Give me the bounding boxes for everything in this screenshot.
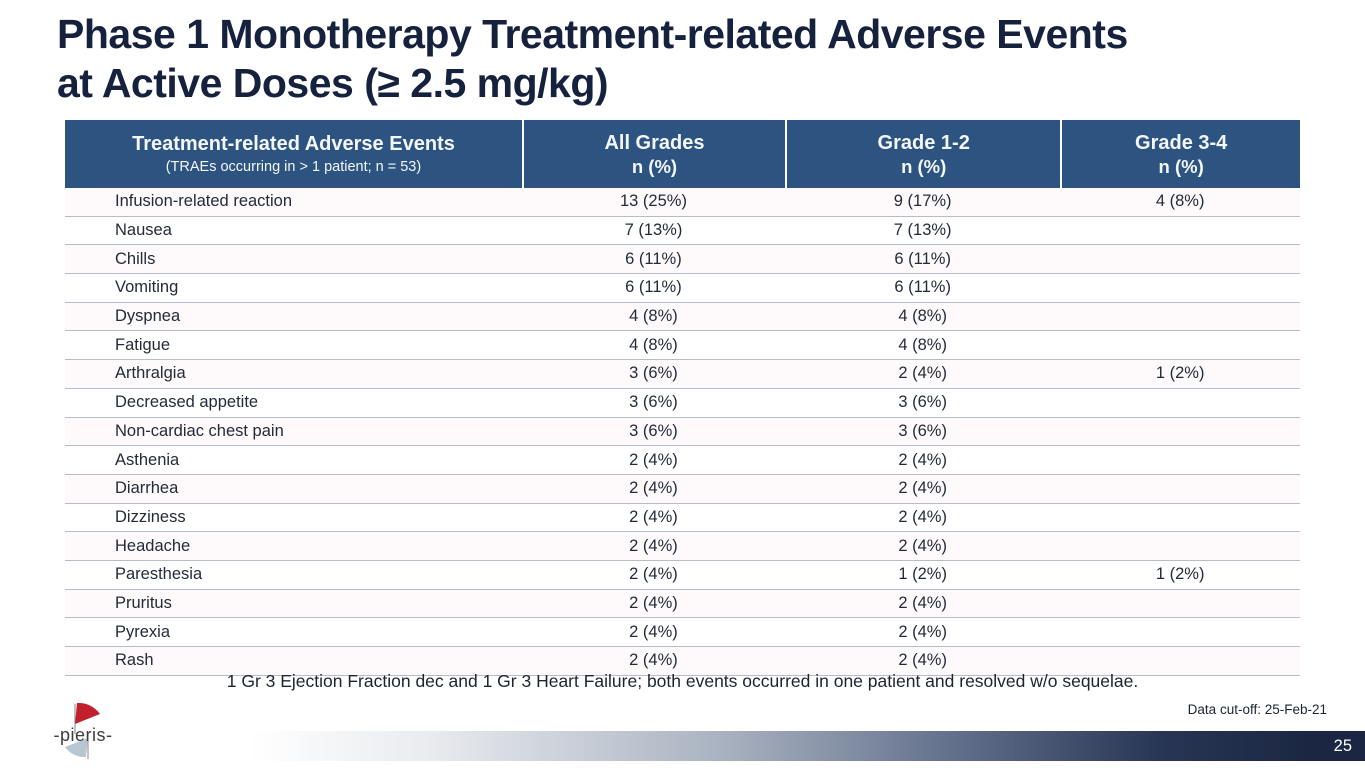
event-name-cell: Infusion-related reaction bbox=[115, 192, 293, 211]
event-name-cell: Headache bbox=[115, 536, 191, 555]
column-header-grade-1-2: Grade 1-2 n (%) bbox=[784, 120, 1060, 188]
table-row: Dizziness 2 (4%) 2 (4%) bbox=[65, 504, 1300, 533]
table-row: Non-cardiac chest pain 3 (6%) 3 (6%) bbox=[65, 417, 1300, 447]
value-cell: 2 (4%) bbox=[898, 450, 947, 469]
value-cell: 2 (4%) bbox=[898, 593, 947, 612]
event-name-cell: Non-cardiac chest pain bbox=[115, 421, 284, 440]
value-cell: 2 (4%) bbox=[898, 507, 947, 526]
value-cell: 2 (4%) bbox=[629, 593, 678, 612]
pieris-logo: -pieris- bbox=[53, 702, 112, 759]
title-line-2: at Active Doses (≥ 2.5 mg/kg) bbox=[57, 60, 609, 106]
value-cell: 7 (13%) bbox=[624, 221, 683, 240]
event-name-cell: Rash bbox=[115, 651, 154, 670]
table-row: Rash 2 (4%) 2 (4%) bbox=[65, 647, 1300, 676]
logo-blue-wedge-icon bbox=[65, 738, 88, 758]
table-row: Decreased appetite 3 (6%) 3 (6%) bbox=[65, 389, 1300, 418]
table-row: Chills 6 (11%) 6 (11%) bbox=[65, 245, 1300, 275]
value-cell: 4 (8%) bbox=[629, 307, 678, 326]
footnote: 1 Gr 3 Ejection Fraction dec and 1 Gr 3 … bbox=[226, 671, 1139, 691]
event-name-cell: Decreased appetite bbox=[115, 393, 259, 412]
value-cell: 2 (4%) bbox=[898, 364, 947, 383]
value-cell: 3 (6%) bbox=[629, 393, 678, 412]
value-cell: 6 (11%) bbox=[894, 249, 951, 268]
column-title: Treatment-related Adverse Events bbox=[132, 133, 455, 155]
event-name-cell: Arthralgia bbox=[115, 364, 186, 383]
value-cell: 3 (6%) bbox=[898, 393, 947, 412]
value-cell: 9 (17%) bbox=[893, 192, 952, 211]
column-subtitle: n (%) bbox=[1158, 155, 1204, 177]
value-cell: 2 (4%) bbox=[898, 651, 947, 670]
table-row: Pruritus 2 (4%) 2 (4%) bbox=[65, 589, 1300, 619]
value-cell: 6 (11%) bbox=[625, 249, 682, 268]
value-cell: 2 (4%) bbox=[629, 651, 678, 670]
event-name-cell: Dizziness bbox=[115, 507, 186, 526]
table-body: Infusion-related reaction 13 (25%) 9 (17%)… bbox=[65, 188, 1300, 676]
event-name-cell: Dyspnea bbox=[115, 307, 181, 326]
column-header-adverse-events: Treatment-related Adverse Events (TRAEs … bbox=[65, 120, 522, 188]
value-cell: 1 (2%) bbox=[898, 565, 947, 584]
table-row: Arthralgia 3 (6%) 2 (4%) 1 (2%) bbox=[65, 360, 1300, 389]
value-cell: 4 (8%) bbox=[898, 335, 947, 354]
value-cell: 1 (2%) bbox=[1155, 565, 1205, 584]
column-subtitle: n (%) bbox=[901, 155, 947, 177]
value-cell: 7 (13%) bbox=[893, 221, 952, 240]
logo-red-wedge-icon bbox=[75, 702, 100, 724]
event-name-cell: Nausea bbox=[115, 221, 172, 240]
value-cell: 13 (25%) bbox=[619, 192, 687, 211]
column-header-grade-3-4: Grade 3-4 n (%) bbox=[1060, 120, 1300, 188]
event-name-cell: Pruritus bbox=[115, 593, 172, 612]
value-cell: 2 (4%) bbox=[629, 507, 678, 526]
column-title: Grade 3-4 bbox=[1135, 131, 1228, 154]
value-cell: 2 (4%) bbox=[629, 479, 678, 498]
value-cell: 4 (8%) bbox=[1155, 192, 1205, 211]
column-title: All Grades bbox=[604, 131, 705, 154]
table-row: Diarrhea 2 (4%) 2 (4%) bbox=[65, 474, 1300, 504]
value-cell: 6 (11%) bbox=[894, 278, 951, 297]
value-cell: 2 (4%) bbox=[898, 479, 947, 498]
value-cell: 2 (4%) bbox=[629, 450, 678, 469]
footer-gradient-bar: 25 bbox=[250, 731, 1365, 761]
table-header-row: Treatment-related Adverse Events (TRAEs … bbox=[65, 120, 1300, 188]
value-cell: 4 (8%) bbox=[898, 307, 947, 326]
event-name-cell: Paresthesia bbox=[115, 565, 203, 584]
column-subtitle: n (%) bbox=[631, 155, 678, 177]
event-name-cell: Vomiting bbox=[115, 278, 179, 297]
value-cell: 3 (6%) bbox=[629, 364, 678, 383]
event-name-cell: Diarrhea bbox=[115, 479, 179, 498]
value-cell: 2 (4%) bbox=[629, 565, 678, 584]
table-row: Nausea 7 (13%) 7 (13%) bbox=[65, 217, 1300, 246]
value-cell: 3 (6%) bbox=[898, 421, 947, 440]
logo-wordmark: -pieris- bbox=[53, 725, 112, 745]
title-line-1: Phase 1 Monotherapy Treatment-related Ad… bbox=[57, 11, 1128, 57]
event-name-cell: Chills bbox=[115, 249, 156, 268]
event-name-cell: Pyrexia bbox=[115, 622, 171, 641]
value-cell: 2 (4%) bbox=[629, 536, 678, 555]
column-header-all-grades: All Grades n (%) bbox=[521, 120, 785, 188]
value-cell: 4 (8%) bbox=[629, 335, 678, 354]
column-subtitle: (TRAEs occurring in > 1 patient; n = 53) bbox=[165, 159, 422, 175]
table-row: Fatigue 4 (8%) 4 (8%) bbox=[65, 331, 1300, 361]
table-row: Paresthesia 2 (4%) 1 (2%) 1 (2%) bbox=[65, 561, 1300, 590]
adverse-events-table: Treatment-related Adverse Events (TRAEs … bbox=[65, 120, 1300, 676]
page-title: Phase 1 Monotherapy Treatment-related Ad… bbox=[57, 10, 1317, 108]
value-cell: 2 (4%) bbox=[629, 622, 678, 641]
value-cell: 2 (4%) bbox=[898, 622, 947, 641]
value-cell: 1 (2%) bbox=[1155, 364, 1205, 383]
value-cell: 6 (11%) bbox=[625, 278, 682, 297]
data-cutoff-label: Data cut-off: 25-Feb-21 bbox=[1187, 702, 1327, 717]
table-row: Pyrexia 2 (4%) 2 (4%) bbox=[65, 618, 1300, 647]
table-row: Vomiting 6 (11%) 6 (11%) bbox=[65, 274, 1300, 303]
table-row: Infusion-related reaction 13 (25%) 9 (17%)… bbox=[65, 188, 1300, 217]
table-row: Headache 2 (4%) 2 (4%) bbox=[65, 532, 1300, 561]
page-number: 25 bbox=[1333, 736, 1352, 755]
table-row: Asthenia 2 (4%) 2 (4%) bbox=[65, 446, 1300, 475]
column-title: Grade 1-2 bbox=[877, 131, 970, 154]
event-name-cell: Asthenia bbox=[115, 450, 180, 469]
value-cell: 2 (4%) bbox=[898, 536, 947, 555]
event-name-cell: Fatigue bbox=[115, 335, 171, 354]
value-cell: 3 (6%) bbox=[629, 421, 678, 440]
table-row: Dyspnea 4 (8%) 4 (8%) bbox=[65, 302, 1300, 332]
